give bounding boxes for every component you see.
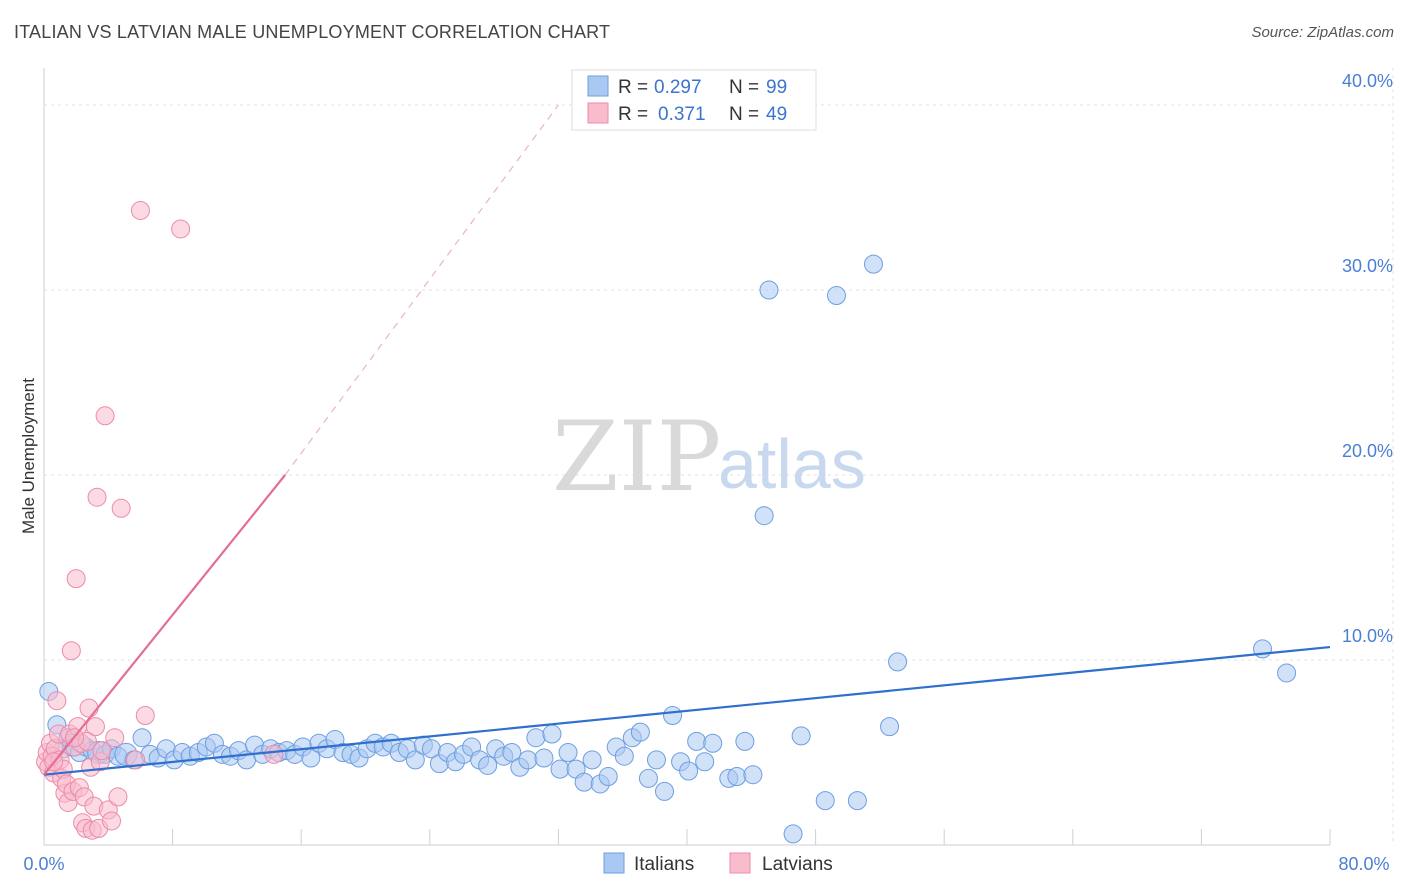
legend-latvians-r-value: 0.371 (658, 104, 706, 125)
italians-point (743, 765, 763, 785)
latvians-point (108, 787, 128, 807)
legend-bottom-italians-swatch (603, 852, 625, 874)
latvians-trend-line (43, 474, 286, 776)
italians-point (646, 750, 666, 770)
legend-box (571, 69, 817, 131)
italians-point (663, 706, 683, 725)
italians-point (888, 652, 908, 672)
chart-title: ITALIAN VS LATVIAN MALE UNEMPLOYMENT COR… (14, 22, 611, 42)
legend-latvians-swatch (587, 102, 609, 124)
watermark-atlas: atlas (718, 425, 866, 503)
legend-latvians-r-label: R = (618, 104, 648, 125)
italians-point (518, 750, 538, 770)
legend-latvians-n-label: N = (729, 104, 759, 125)
legend-bottom-latvians-label: Latvians (762, 854, 833, 875)
italians-point (638, 768, 658, 788)
latvians-point (264, 744, 284, 764)
watermark-zip: ZIP (552, 401, 721, 513)
latvians-point (47, 691, 67, 711)
legend-italians-r-label: R = (618, 77, 648, 98)
italians-point (582, 750, 602, 770)
legend-italians-swatch (587, 75, 609, 97)
y-tick-label: 20.0% (1342, 441, 1393, 461)
italians-point (574, 772, 594, 792)
x-tick-label-max: 80.0% (1338, 854, 1389, 874)
italians-point (614, 746, 634, 766)
latvians-point (135, 706, 155, 725)
italians-point (654, 781, 674, 801)
latvians-point (95, 406, 115, 426)
latvians-point (105, 728, 125, 748)
italians-point (1277, 663, 1297, 683)
legend-italians-r-value: 0.297 (654, 77, 702, 98)
y-tick-label: 40.0% (1342, 71, 1393, 91)
italians-point (630, 722, 650, 742)
italians-point (695, 752, 715, 772)
legend-italians-n-value: 99 (766, 77, 787, 98)
latvians-points (36, 200, 284, 840)
italians-point (550, 759, 570, 779)
italians-points (39, 254, 1297, 844)
legend-bottom-latvians-swatch (729, 852, 751, 874)
italians-point (687, 731, 707, 751)
correlation-legend: R = 0.297 N = 99 R = 0.371 N = 49 (571, 69, 817, 131)
x-ticks (172, 829, 1331, 845)
legend-bottom-italians-label: Italians (634, 854, 694, 875)
y-tick-label: 30.0% (1342, 256, 1393, 276)
italians-point (598, 767, 618, 787)
y-tick-label: 10.0% (1342, 626, 1393, 646)
italians-point (735, 731, 755, 751)
italians-point (759, 280, 779, 300)
italians-point (754, 506, 774, 526)
italians-point (478, 755, 498, 775)
latvians-point (61, 641, 81, 661)
italians-point (783, 824, 803, 844)
latvians-point (111, 498, 131, 518)
x-tick-label-min: 0.0% (23, 854, 64, 874)
latvians-point (130, 200, 150, 220)
italians-point (558, 743, 578, 762)
latvians-point (102, 811, 122, 831)
trend-lines (43, 104, 1331, 776)
legend-latvians-n-value: 49 (766, 104, 787, 125)
italians-trend-line (43, 645, 1331, 776)
italians-point (863, 254, 883, 274)
italians-point (534, 748, 554, 768)
italians-point (727, 767, 747, 787)
italians-point (542, 724, 562, 744)
italians-point (679, 761, 699, 781)
italians-point (703, 733, 723, 753)
latvians-point (171, 219, 191, 239)
italians-point (526, 728, 546, 748)
latvians-point (92, 741, 112, 761)
italians-point (791, 726, 811, 746)
italians-point (826, 286, 846, 306)
series-legend: Italians Latvians (603, 852, 833, 875)
italians-point (815, 791, 835, 811)
watermark: ZIP atlas (552, 401, 866, 513)
latvians-trend-extension (284, 104, 559, 476)
italians-point (132, 728, 152, 748)
italians-point (502, 743, 522, 762)
latvians-point (79, 698, 99, 718)
y-axis-label: Male Unemployment (19, 378, 38, 534)
latvians-point (87, 487, 107, 507)
gridlines (44, 68, 1394, 845)
legend-italians-n-label: N = (729, 77, 759, 98)
latvians-point (66, 569, 86, 589)
latvians-point (85, 717, 105, 737)
italians-point (405, 750, 425, 770)
y-tick-labels: 10.0% 20.0% 30.0% 40.0% (1342, 71, 1393, 646)
source-label: Source: ZipAtlas.com (1251, 24, 1394, 41)
italians-point (847, 791, 867, 811)
italians-point (880, 717, 900, 737)
